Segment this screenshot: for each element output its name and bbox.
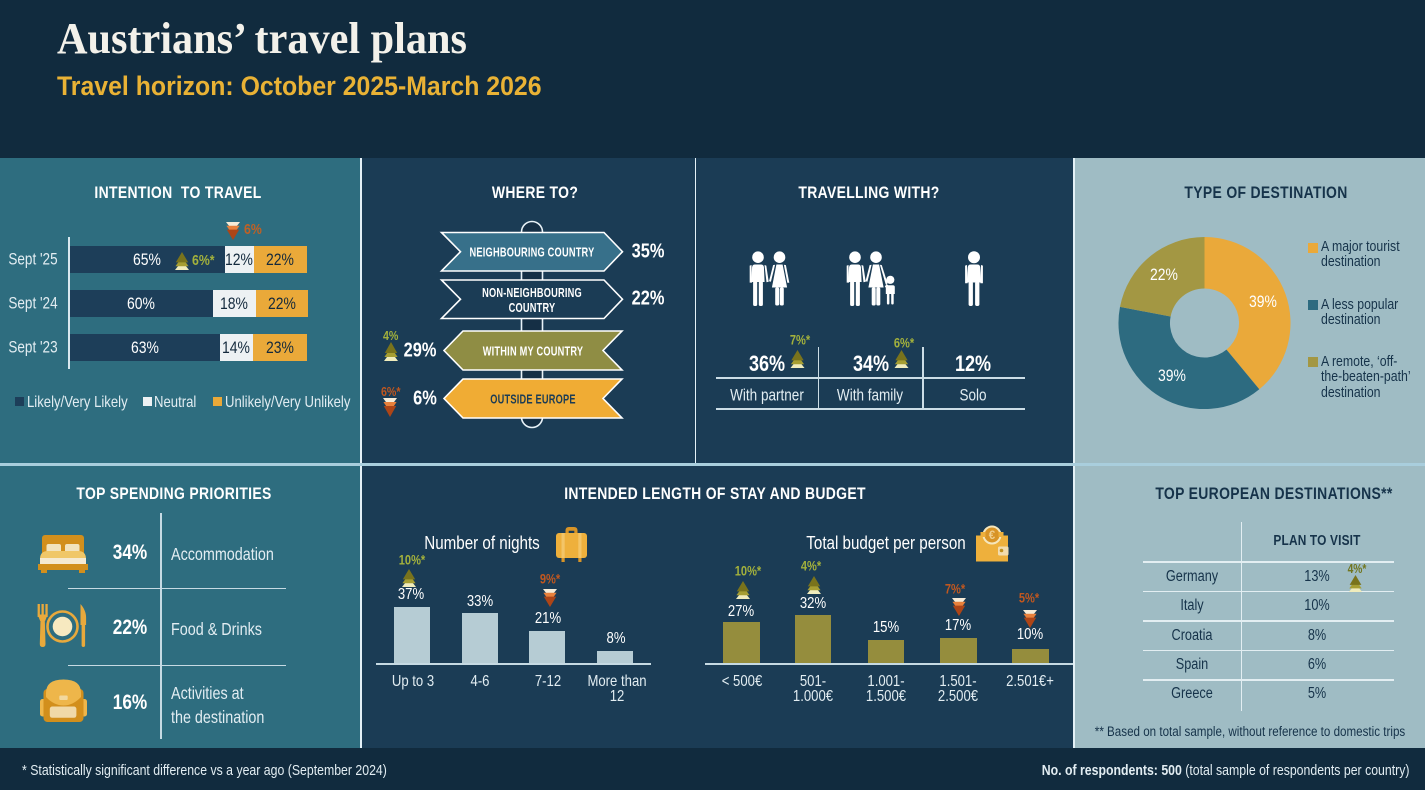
svg-text:€: € [989, 530, 996, 542]
